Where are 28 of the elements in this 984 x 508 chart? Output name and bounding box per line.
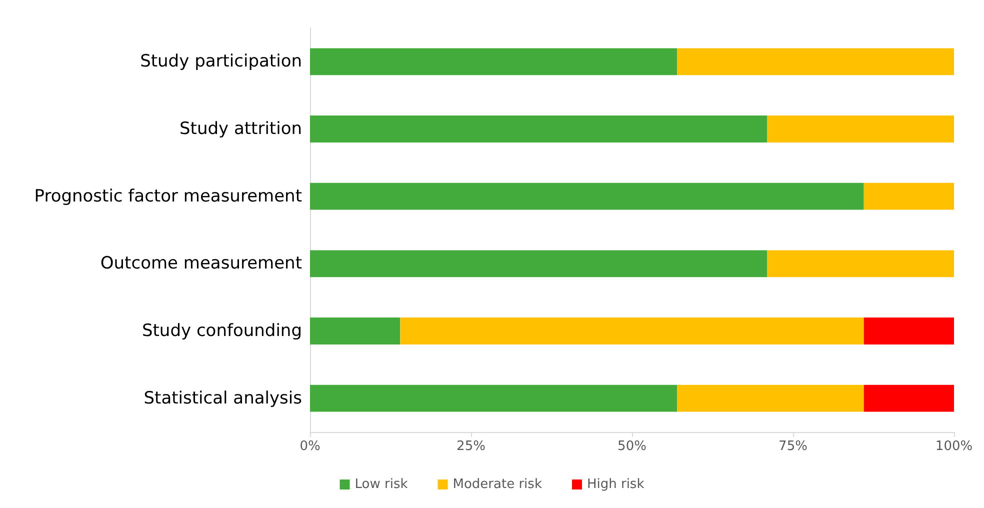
legend-label: Low risk — [354, 477, 408, 492]
bar — [310, 182, 864, 210]
y-tick-label: Study confounding — [142, 321, 302, 341]
legend-label: Moderate risk — [452, 477, 542, 492]
y-tick-label: Prognostic factor measurement — [34, 186, 302, 206]
x-tick-label: 75% — [778, 439, 808, 454]
bar — [767, 116, 954, 142]
x-tick-label: 50% — [618, 439, 646, 454]
x-tick-label: 100% — [935, 439, 973, 454]
bar — [864, 384, 954, 412]
bar — [310, 116, 768, 142]
x-tick-label: 25% — [456, 439, 486, 454]
y-tick-label: Statistical analysis — [144, 388, 302, 408]
bar — [864, 182, 954, 210]
bar — [677, 384, 864, 412]
bar — [864, 318, 954, 344]
y-tick-label: Study participation — [140, 52, 302, 72]
x-tick-label: 0% — [300, 439, 320, 454]
y-tick-label: Study attrition — [179, 119, 302, 139]
bar — [677, 48, 954, 76]
legend-label: High risk — [586, 477, 645, 492]
bar — [310, 48, 678, 76]
bar — [310, 384, 678, 412]
bar — [767, 250, 954, 278]
y-tick-label: Outcome measurement — [100, 254, 302, 274]
bar — [400, 318, 864, 344]
bar — [310, 318, 400, 344]
bar — [310, 250, 768, 278]
